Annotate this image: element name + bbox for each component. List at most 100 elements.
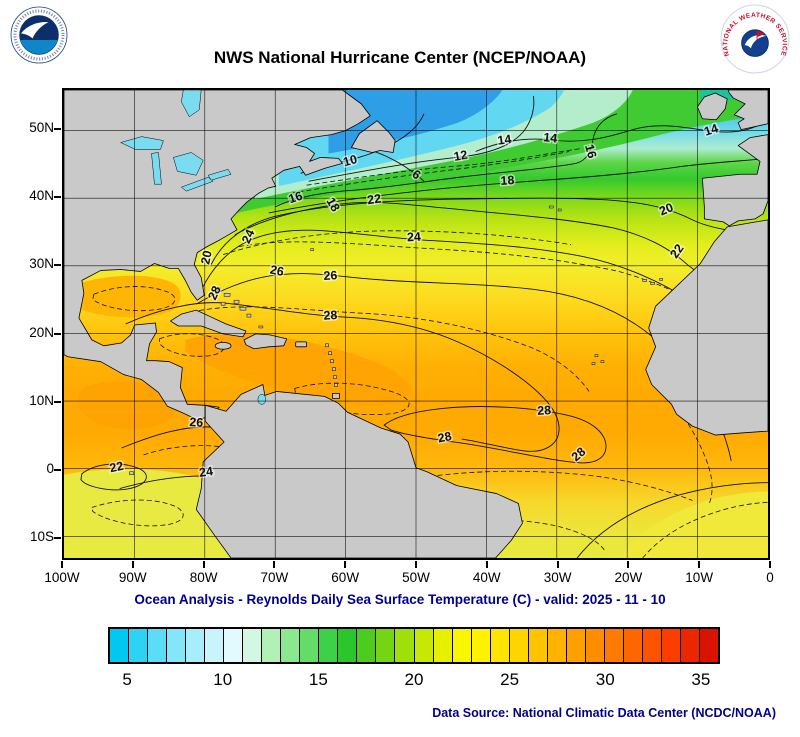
colorbar-cell [376,629,396,662]
colorbar-cell [338,629,358,662]
colorbar-cell [642,629,662,662]
nws-logo: NATIONAL WEATHER SERVICE [720,4,790,74]
contour-label: 24 [407,230,422,245]
contour-label: 26 [189,415,204,430]
lon-tick-label: 90W [118,570,147,585]
colorbar-cell [224,629,244,662]
contour-label: 26 [269,262,286,279]
lon-tick-mark [61,561,63,568]
ireland [697,92,728,121]
noaa-logo-ocean [20,40,58,54]
lon-tick-mark [485,561,488,568]
sst-map: 10 12 6 14 14 16 14 18 16 18 22 20 24 24 22 20 26 26 28 28 2… [62,88,770,560]
lat-tick-label: 10S [29,529,54,545]
colorbar-cell [509,629,529,662]
lat-tick-mark [54,264,61,267]
colorbar-cell [661,629,681,662]
colorbar-cell [547,629,567,662]
contour-label: 20 [657,200,675,218]
lon-tick-label: 30W [543,570,572,585]
colorbar-cell [490,629,510,662]
colorbar-tick-label: 15 [308,670,328,689]
contour-label: 22 [108,459,125,476]
contour-label: 24 [198,464,214,480]
colorbar-cell [471,629,491,662]
colorbar-tick-label: 25 [500,670,520,689]
lat-tick-mark [54,127,61,130]
colorbar-tick-label: 5 [122,670,132,689]
small-islands [129,205,663,475]
colorbar-cell [148,629,168,662]
lat-tick-label: 50N [29,119,54,135]
puerto-rico [295,341,308,348]
lon-tick-mark [202,561,205,568]
lon-tick-label: 20W [614,570,643,585]
contour-lines-dashed [91,148,768,558]
contour-label: 14 [702,121,720,139]
lon-tick-mark [344,561,347,568]
contour-label: 16 [287,189,305,207]
colorbar-cell [585,629,605,662]
lake-superior [119,136,164,150]
lakes-and-bays [119,90,267,405]
iberia-france [701,134,768,227]
contour-label: 14 [497,132,513,148]
lake-maracaibo [257,394,267,405]
colorbar-cell [243,629,263,662]
colorbar-cell [300,629,320,662]
nws-logo-flag-icon [757,30,766,37]
lon-tick-label: 60W [331,570,360,585]
grid-lines [64,90,768,558]
lat-tick-label: 30N [29,256,54,272]
lon-tick-label: 80W [189,570,218,585]
contour-label: 28 [323,308,338,323]
colorbar-cell [129,629,149,662]
page-title: NWS National Hurricane Center (NCEP/NOAA… [213,48,587,67]
lat-tick-label: 20N [29,324,54,340]
nws-logo-svg: NATIONAL WEATHER SERVICE [720,4,790,74]
hispaniola [243,333,288,350]
lon-tick-mark [131,561,134,568]
lon-tick-label: 0 [766,570,774,585]
colorbar-cell [699,629,718,662]
lat-tick-mark [54,196,61,199]
jamaica [214,341,232,350]
colorbar-cell [414,629,434,662]
temperature-colorbar [108,627,720,664]
colorbar-cell [205,629,225,662]
lake-erie [180,176,214,192]
lon-tick-label: 70W [260,570,289,585]
africa [645,219,768,436]
lat-tick-label: 40N [29,188,54,204]
colorbar-cell [566,629,586,662]
james-bay [181,90,202,118]
regional-water-overlays [64,275,768,558]
colorbar-cell [395,629,415,662]
lon-tick-mark [769,561,771,568]
noaa-logo-svg [10,6,68,64]
colorbar-cell [110,629,130,662]
colorbar-cell [319,629,339,662]
newfoundland [350,120,396,153]
lon-tick-mark [627,561,630,568]
trinidad [332,393,340,399]
colorbar-cell [452,629,472,662]
colorbar-tick-label: 30 [595,670,615,689]
nws-logo-cloud-icon [744,34,767,49]
lon-tick-label: 100W [44,570,80,585]
lat-tick-mark [54,400,61,403]
lat-tick-label: 0 [46,460,54,476]
contour-label: 26 [323,268,338,283]
lon-tick-mark [698,561,701,568]
colorbar-cell [623,629,643,662]
contour-label: 18 [500,173,515,188]
contour-label: 14 [543,130,558,145]
cuba [169,309,247,338]
lon-tick-label: 40W [472,570,501,585]
colorbar-tick-label: 10 [213,670,233,689]
lon-tick-mark [415,561,417,568]
contour-label: 16 [582,143,599,160]
colorbar-cell [167,629,187,662]
